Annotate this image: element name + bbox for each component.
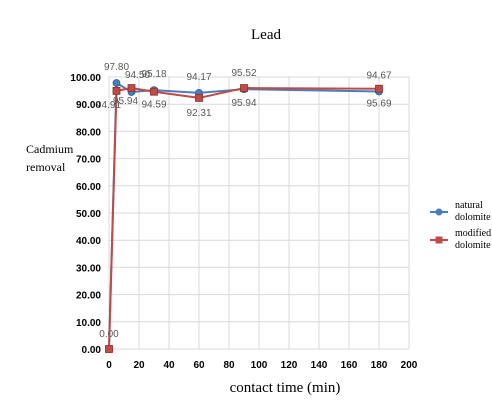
series-line — [108, 81, 380, 350]
x-tick-label: 0 — [106, 360, 112, 371]
data-label: 92.31 — [186, 108, 211, 119]
y-tick-label: 0.00 — [82, 345, 102, 356]
y-tick-label: 20.00 — [76, 291, 101, 302]
y-axis-label-line-2: removal — [26, 160, 66, 174]
data-point — [112, 86, 121, 95]
data-label: 94.91 — [96, 100, 121, 111]
series-layer — [105, 79, 383, 353]
data-point — [375, 84, 383, 93]
data-label: 95.94 — [113, 96, 138, 107]
y-tick-label: 30.00 — [76, 263, 101, 274]
x-axis-label: contact time (min) — [230, 380, 341, 396]
x-tick-label: 60 — [193, 360, 205, 371]
x-axis: 0 20 40 60 80 100 120 140 160 180 200 — [106, 360, 418, 371]
y-tick-label: 10.00 — [76, 318, 101, 329]
y-tick-label: 90.00 — [76, 100, 101, 111]
y-axis-label-line-1: Cadmium — [26, 142, 74, 156]
data-point — [195, 94, 203, 102]
y-tick-label: 40.00 — [76, 236, 101, 247]
data-label: 94.67 — [366, 70, 391, 81]
y-tick-label: 70.00 — [76, 155, 101, 166]
gridlines — [108, 76, 410, 350]
x-tick-label: 20 — [133, 360, 145, 371]
data-label: 94.50 — [125, 70, 150, 81]
data-point — [240, 84, 248, 92]
data-label: 95.69 — [366, 99, 391, 110]
x-tick-label: 160 — [341, 360, 358, 371]
x-tick-label: 80 — [223, 360, 235, 371]
data-label: 95.52 — [231, 68, 256, 79]
data-point — [127, 84, 136, 92]
data-point — [105, 345, 113, 353]
legend-label: natural — [455, 200, 483, 211]
legend-label: dolomite — [455, 212, 491, 223]
data-label: 94.17 — [186, 72, 211, 83]
y-tick-label: 60.00 — [76, 182, 101, 193]
x-tick-label: 200 — [401, 360, 418, 371]
series-line — [108, 87, 380, 350]
y-tick-label: 100.00 — [70, 73, 101, 84]
legend-label: modified — [455, 228, 491, 239]
y-tick-label: 50.00 — [76, 209, 101, 220]
data-label: 95.18 — [141, 69, 166, 80]
x-tick-label: 140 — [311, 360, 328, 371]
data-point — [150, 87, 158, 96]
x-tick-label: 40 — [163, 360, 175, 371]
series-2 — [105, 84, 383, 353]
data-label: 94.59 — [141, 100, 166, 111]
y-tick-label: 80.00 — [76, 127, 101, 138]
data-label: 97.80 — [104, 62, 129, 73]
data-label: 0.00 — [99, 329, 119, 340]
chart-title: Lead — [251, 27, 281, 43]
x-tick-label: 120 — [281, 360, 298, 371]
data-point — [112, 79, 121, 87]
data-label: 95.94 — [231, 98, 256, 109]
x-tick-label: 100 — [251, 360, 268, 371]
legend-marker — [435, 208, 443, 216]
legend-marker — [435, 236, 443, 244]
x-tick-label: 180 — [371, 360, 388, 371]
series-1 — [105, 79, 383, 353]
y-axis: 0.00 10.00 20.00 30.00 40.00 50.00 60.00 70.00 8… — [70, 73, 101, 356]
legend-label: dolomite — [455, 240, 491, 251]
